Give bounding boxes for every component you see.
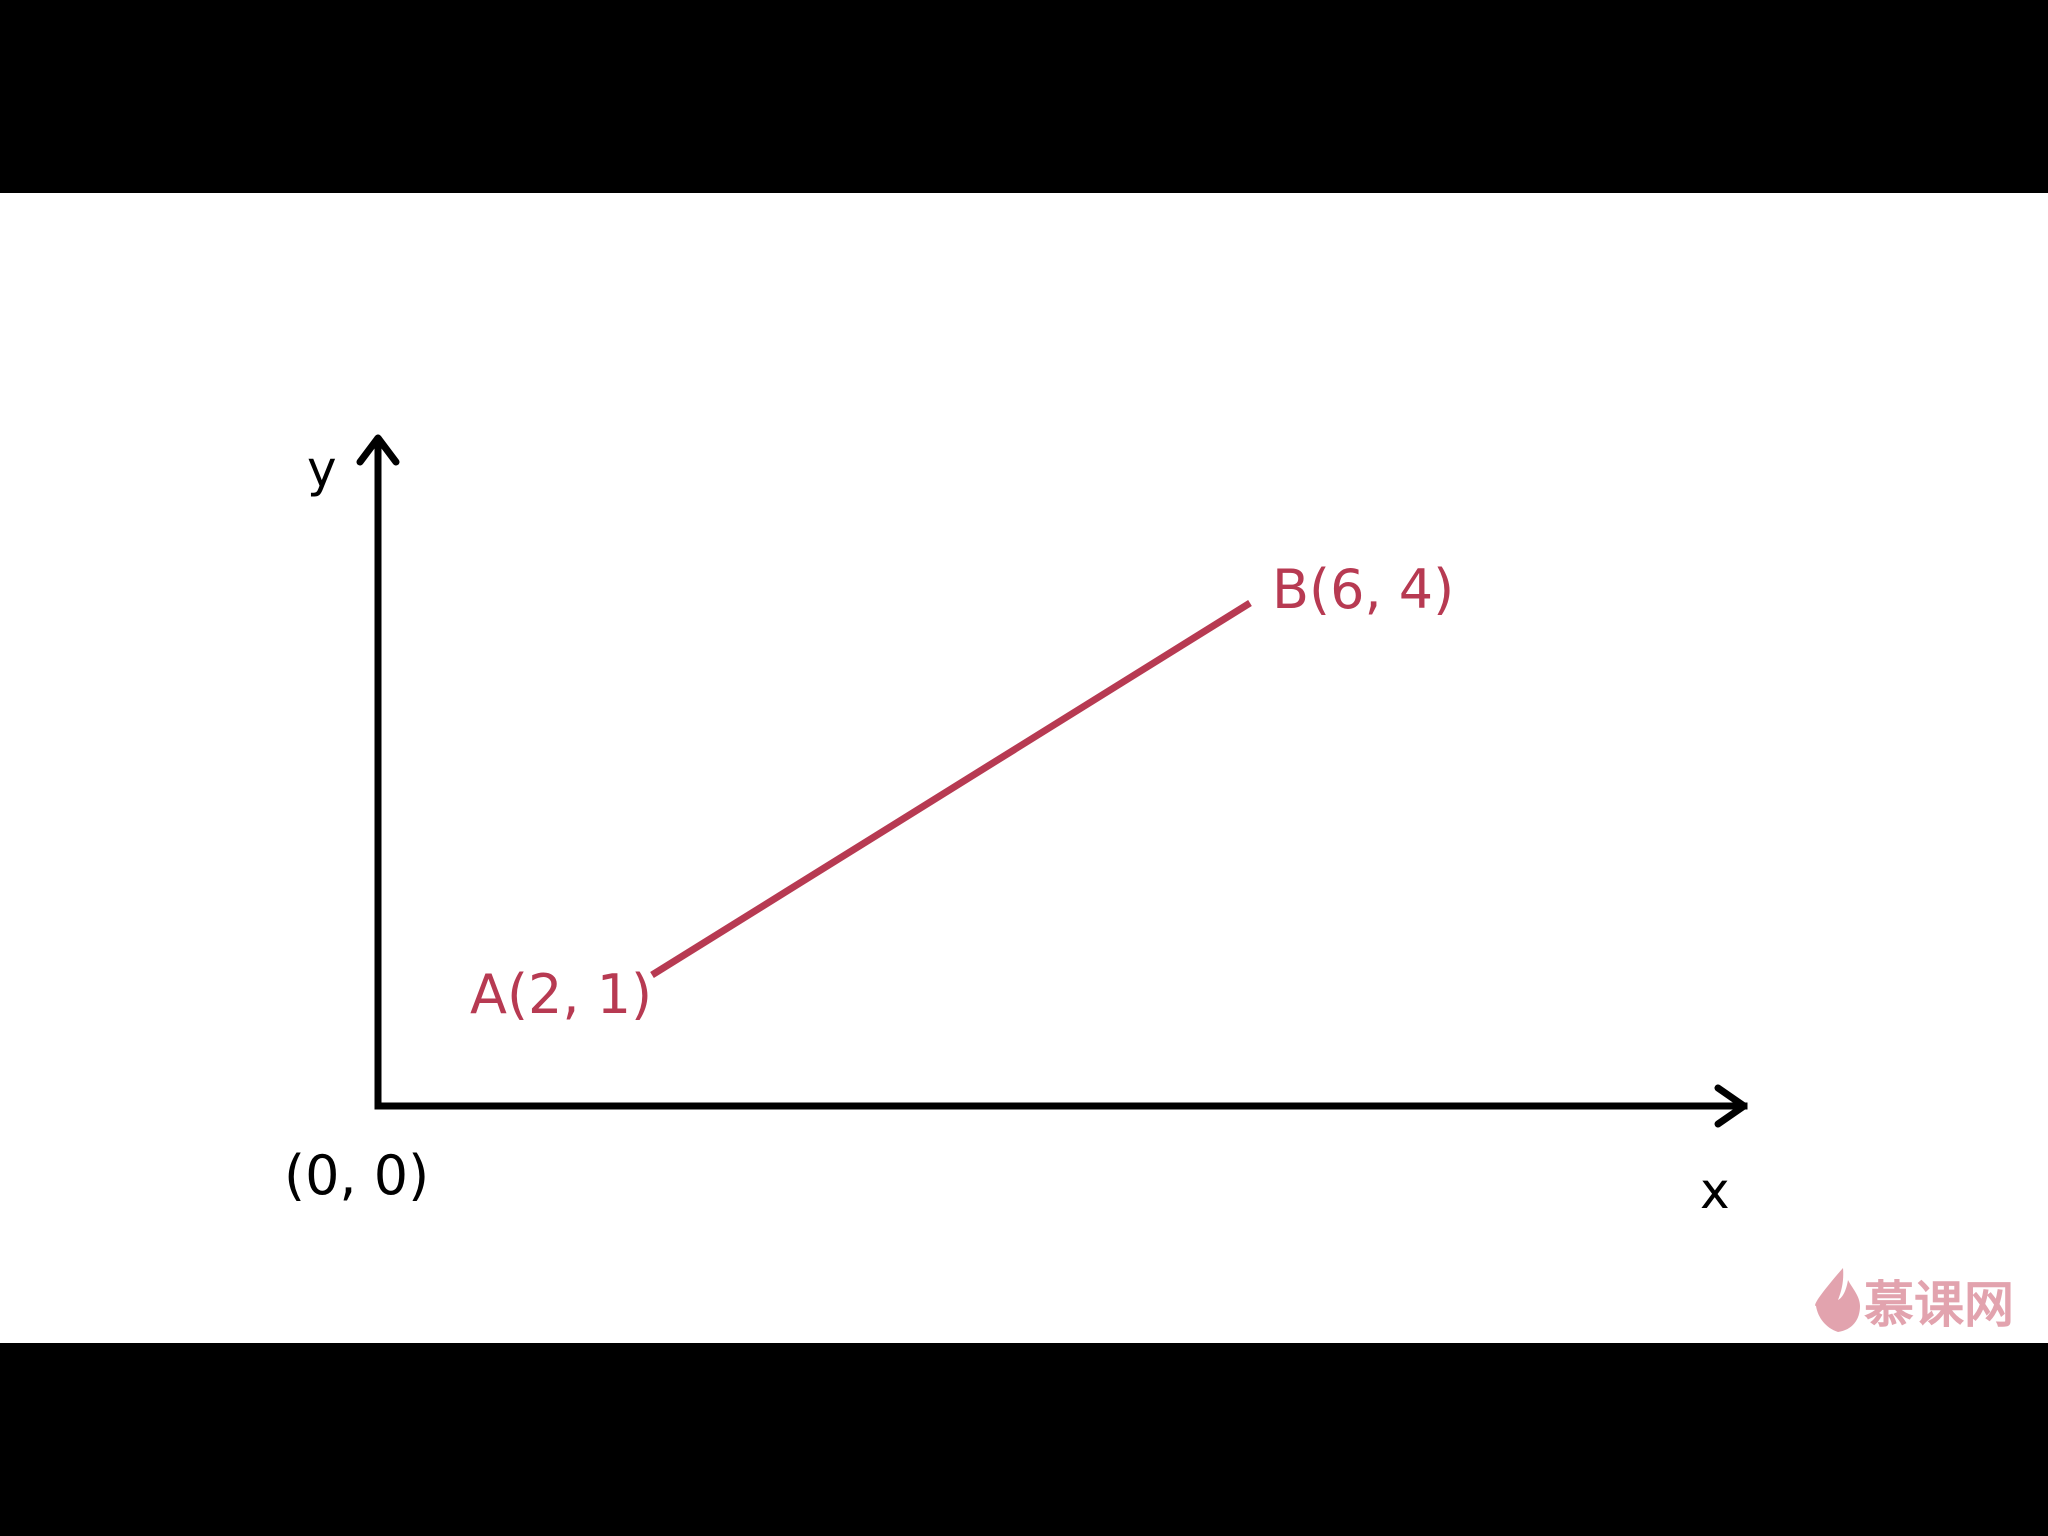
y-axis-label: y	[307, 440, 337, 498]
x-axis-label: x	[1700, 1162, 1730, 1220]
slide-canvas	[0, 193, 2048, 1343]
point-b-label: B(6, 4)	[1272, 558, 1454, 621]
x-axis-arrowhead	[1714, 1084, 1748, 1128]
origin-label: (0, 0)	[284, 1144, 429, 1207]
y-axis-arrowhead	[356, 434, 400, 466]
segment-ab	[650, 600, 1252, 978]
point-a-label: A(2, 1)	[470, 963, 652, 1026]
watermark-logo: 慕课网	[1815, 1268, 2014, 1334]
flame-icon	[1815, 1268, 1860, 1332]
watermark-text: 慕课网	[1864, 1276, 2014, 1334]
